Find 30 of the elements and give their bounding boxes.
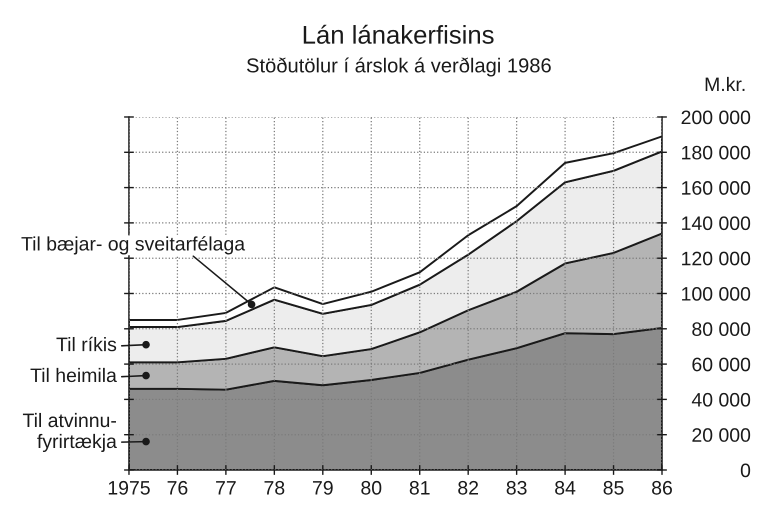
y-tick-label: 160 000 — [682, 181, 750, 195]
x-tick-label: 85 — [604, 480, 624, 495]
x-tick-label: 78 — [264, 480, 284, 495]
x-tick-label: 83 — [506, 480, 527, 495]
x-tick-label: 77 — [216, 481, 236, 495]
x-tick-label: 80 — [361, 480, 382, 495]
x-tick-label: 79 — [312, 480, 333, 495]
x-tick-label: 81 — [410, 480, 430, 495]
x-tick-label: 1975 — [108, 480, 150, 495]
y-tick-label: 60 000 — [692, 358, 750, 372]
legend-label: Til ríkis — [56, 336, 116, 352]
y-tick-label: 120 000 — [682, 252, 750, 266]
x-tick-label: 82 — [458, 480, 478, 495]
y-tick-label: 200 000 — [682, 110, 750, 124]
y-tick-label: 40 000 — [692, 392, 750, 407]
legend-label: Til heimila — [30, 368, 117, 382]
legend-label: Til atvinnu- fyrirtækja — [22, 412, 117, 452]
y-tick-label: 80 000 — [692, 322, 750, 336]
chart-title: Lán lánakerfisins — [304, 24, 494, 44]
y-tick-label: 180 000 — [682, 146, 750, 160]
x-tick-label: 84 — [555, 480, 576, 495]
y-tick-label: 140 000 — [682, 216, 750, 230]
y-tick-label: 0 — [740, 463, 750, 478]
y-tick-label: 20 000 — [692, 428, 750, 442]
y-tick-label: 100 000 — [682, 286, 750, 301]
legend-label: Til bæjar- og sveitarfélaga — [21, 236, 246, 254]
y-axis-title: M.kr. — [706, 76, 744, 91]
x-tick-label: 76 — [168, 480, 188, 495]
chart-subtitle: Stöðutölur í árslok á verðlagi 1986 — [246, 57, 551, 77]
x-tick-label: 86 — [652, 480, 672, 495]
